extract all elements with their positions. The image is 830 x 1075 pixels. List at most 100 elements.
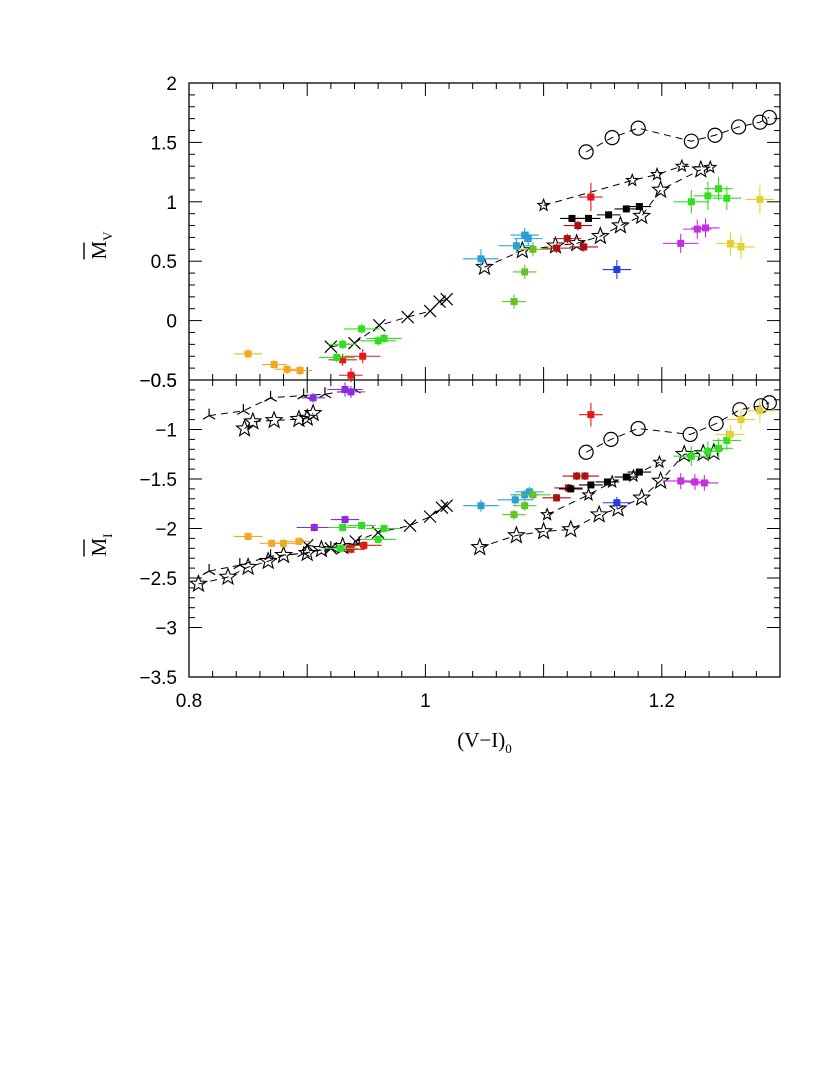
model-circle-marker [630, 120, 646, 136]
data-point [529, 245, 537, 253]
data-point [677, 477, 685, 485]
data-point [524, 235, 532, 243]
model-tri-marker [202, 408, 216, 420]
model-star-marker [674, 158, 690, 173]
model-cross-marker [433, 295, 447, 309]
data-point [296, 366, 304, 374]
data-point [581, 472, 589, 480]
model-circle-marker [708, 415, 724, 432]
data-point [563, 235, 571, 243]
y-tick-label: −1.5 [139, 470, 177, 491]
data-point [580, 243, 588, 251]
data-point [336, 544, 344, 552]
data-point [587, 411, 595, 419]
data-point [700, 479, 708, 487]
model-star-marker [652, 454, 667, 469]
model-star-marker [234, 418, 255, 437]
data-point [358, 325, 366, 333]
data-point [521, 502, 529, 510]
data-point [374, 337, 382, 345]
y-tick-label: −3 [155, 619, 177, 640]
data-point [704, 192, 712, 200]
data-point [553, 244, 561, 252]
model-line-cross [330, 298, 447, 348]
model-star-marker [703, 159, 718, 174]
model-star-marker [674, 444, 694, 463]
model-cross-marker [348, 336, 361, 350]
model-star-marker [289, 409, 309, 428]
y-tick-label: 1 [166, 193, 177, 214]
model-star-marker [589, 504, 609, 523]
model-cross-marker [372, 318, 386, 332]
x-axis-label: (V−I)0 [457, 728, 512, 756]
data-point [380, 525, 388, 532]
data-point [622, 473, 630, 481]
data-point [704, 447, 712, 455]
y-label-letter-bottom: MI [87, 533, 115, 556]
model-circle-marker [707, 127, 723, 143]
model-star-marker [691, 159, 711, 178]
data-point [270, 361, 278, 369]
data-point [360, 541, 368, 549]
model-circle-marker [731, 119, 747, 135]
model-star-marker [506, 525, 526, 544]
data-point [341, 386, 349, 394]
data-point [756, 407, 764, 415]
data-point [587, 193, 595, 201]
data-point [511, 496, 519, 504]
model-cross-marker [324, 340, 338, 354]
model-circle-marker [578, 444, 594, 460]
data-point [310, 524, 318, 532]
data-point [512, 242, 520, 250]
model-star-marker [297, 543, 317, 562]
model-star-marker [539, 507, 555, 521]
observed-points [233, 176, 775, 554]
axes: 0.8 1 1.221.510.50−0.5−0.5−1−1.5−2−2.5−3−3… [139, 74, 781, 712]
model-circle-marker [752, 114, 768, 130]
model-star-marker [311, 539, 331, 558]
data-point [244, 350, 252, 358]
data-point [521, 268, 529, 276]
model-star-marker [297, 407, 317, 427]
y-tick-label: 2 [166, 74, 177, 95]
data-point [283, 365, 291, 373]
model-star-marker [610, 215, 631, 234]
data-point [510, 298, 518, 306]
model-star-marker [651, 179, 671, 199]
data-point [347, 371, 355, 379]
model-line-star-large [244, 412, 314, 430]
data-point [605, 211, 613, 219]
model-cross-marker [401, 310, 415, 324]
model-star-marker [608, 498, 628, 517]
model-star-marker [273, 545, 294, 564]
model-star-marker [238, 557, 258, 576]
data-point [347, 545, 355, 553]
data-point [726, 239, 734, 247]
data-point [339, 356, 347, 364]
model-star-marker [625, 172, 640, 187]
data-point [339, 340, 347, 348]
model-line-circle [585, 402, 770, 453]
y-axis-label-top: MV [83, 231, 115, 260]
y-tick-label: −1 [155, 421, 177, 442]
data-point [635, 203, 643, 211]
model-star-marker [470, 537, 490, 556]
data-point [359, 352, 367, 360]
model-circle-marker [578, 144, 594, 160]
model-line-star [543, 165, 711, 206]
data-point [715, 185, 723, 193]
data-point [339, 524, 347, 532]
model-star-marker [632, 487, 652, 506]
data-point [333, 353, 341, 361]
y-axis-label-bottom: MI [83, 533, 115, 557]
model-tri-marker [202, 564, 216, 576]
model-circle-marker [732, 402, 748, 418]
data-point [529, 491, 537, 499]
axis-labels: (V−I)0 MV MI [83, 231, 512, 756]
data-point [613, 266, 621, 274]
model-star-marker [632, 205, 652, 225]
data-point [587, 481, 595, 489]
data-point [374, 535, 382, 543]
model-star-marker [264, 410, 284, 429]
model-star-marker [651, 470, 671, 490]
